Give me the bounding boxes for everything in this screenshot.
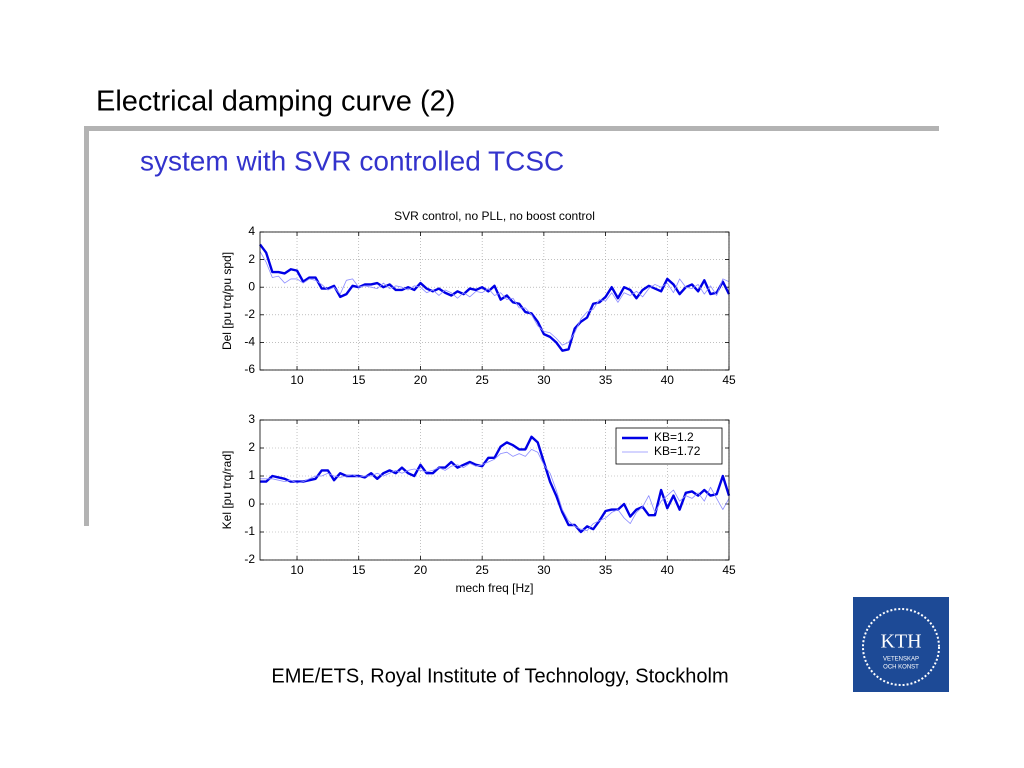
- slide-title: Electrical damping curve (2): [96, 86, 455, 118]
- x-tick-label: 20: [414, 373, 428, 387]
- y-tick-label: -2: [244, 552, 255, 566]
- y-tick-label: 3: [248, 412, 255, 426]
- logo: KTH VETENSKAP OCH KONST: [853, 597, 949, 692]
- data-line: [259, 251, 730, 346]
- legend: KB=1.2KB=1.72: [615, 427, 723, 465]
- x-tick-label: 10: [290, 373, 304, 387]
- x-tick-label: 15: [352, 563, 366, 577]
- logo-line: VETENSKAP: [883, 657, 919, 663]
- logo-line: OCH KONST: [883, 665, 919, 671]
- x-tick-label: 30: [537, 373, 551, 387]
- rule-left: [84, 126, 89, 526]
- y-axis-label: Del [pu trq/pu spd]: [220, 252, 234, 350]
- y-tick-label: 1: [248, 468, 255, 482]
- y-tick-label: -1: [244, 524, 255, 538]
- x-tick-label: 35: [599, 563, 613, 577]
- x-tick-label: 25: [475, 563, 489, 577]
- x-tick-label: 45: [722, 563, 736, 577]
- logo-wreath: [862, 608, 940, 686]
- x-tick-label: 35: [599, 373, 613, 387]
- x-tick-label: 25: [475, 373, 489, 387]
- footer: EME/ETS, Royal Institute of Technology, …: [271, 665, 728, 687]
- y-tick-label: -6: [244, 362, 255, 376]
- legend-box: [615, 427, 723, 465]
- y-axis-label: Kel [pu trq/rad]: [220, 451, 234, 530]
- logo-name: KTH: [880, 631, 921, 653]
- plot-frame: [259, 231, 730, 371]
- x-tick-label: 20: [414, 563, 428, 577]
- plot-area: [260, 232, 729, 370]
- y-tick-label: -2: [244, 307, 255, 321]
- x-axis-label: mech freq [Hz]: [455, 581, 533, 595]
- x-tick-label: 40: [661, 373, 675, 387]
- y-tick-label: 2: [248, 440, 255, 454]
- rule-top: [84, 126, 939, 131]
- data-line: [260, 449, 730, 531]
- plot-frame: [259, 419, 730, 561]
- chart-title: SVR control, no PLL, no boost control: [394, 209, 595, 223]
- legend-label: KB=1.2: [654, 430, 694, 444]
- logo-box: [853, 597, 949, 692]
- x-tick-label: 15: [352, 373, 366, 387]
- x-tick-label: 40: [661, 563, 675, 577]
- y-tick-label: 0: [248, 496, 255, 510]
- legend-label: KB=1.72: [654, 444, 701, 458]
- data-line: [260, 435, 731, 534]
- y-tick-label: -4: [244, 335, 255, 349]
- y-tick-label: 2: [248, 252, 255, 266]
- y-tick-label: 4: [248, 224, 255, 238]
- y-tick-label: 0: [248, 279, 255, 293]
- slide-subtitle: system with SVR controlled TCSC: [140, 145, 564, 176]
- x-tick-label: 10: [290, 563, 304, 577]
- x-tick-label: 30: [537, 563, 551, 577]
- x-tick-label: 45: [722, 373, 736, 387]
